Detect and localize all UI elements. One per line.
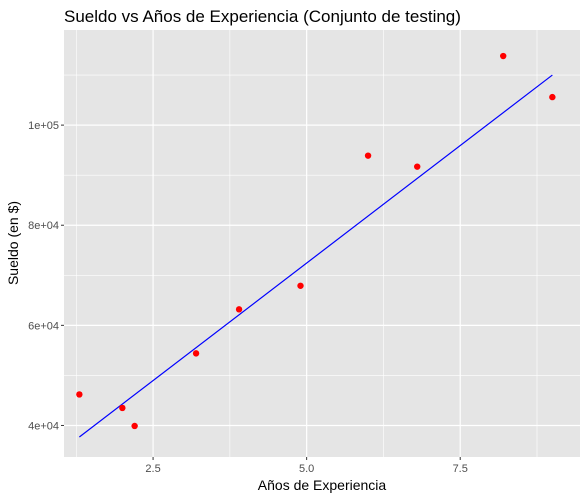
y-tick-label: 6e+04 (28, 320, 59, 332)
x-tick-label: 5.0 (299, 463, 314, 475)
x-axis-ticks: 2.5 5.0 7.5 (145, 457, 468, 475)
plot-panel (64, 30, 580, 457)
data-point (414, 163, 421, 170)
data-point (76, 391, 83, 398)
data-point (297, 282, 304, 289)
grid-lines (64, 30, 580, 457)
regression-line-layer (78, 74, 553, 438)
data-points (76, 52, 556, 430)
y-tick-label: 1e+05 (28, 120, 59, 132)
y-tick-label: 4e+04 (28, 420, 59, 432)
data-point (235, 306, 243, 313)
data-point (131, 422, 138, 430)
y-tick-label: 8e+04 (28, 220, 59, 232)
x-axis-title: Años de Experiencia (258, 477, 387, 493)
data-point (192, 350, 200, 357)
y-axis-title: Sueldo (en $) (5, 201, 21, 285)
regression-line (78, 74, 553, 438)
x-tick-label: 2.5 (145, 463, 160, 475)
data-point (364, 152, 372, 159)
chart-title: Sueldo vs Años de Experiencia (Conjunto … (64, 7, 461, 26)
x-tick-label: 7.5 (453, 463, 468, 475)
data-point (500, 52, 507, 60)
data-point (549, 93, 556, 101)
y-axis-ticks: 4e+04 6e+04 8e+04 1e+05 (28, 120, 64, 432)
data-point (119, 404, 126, 412)
